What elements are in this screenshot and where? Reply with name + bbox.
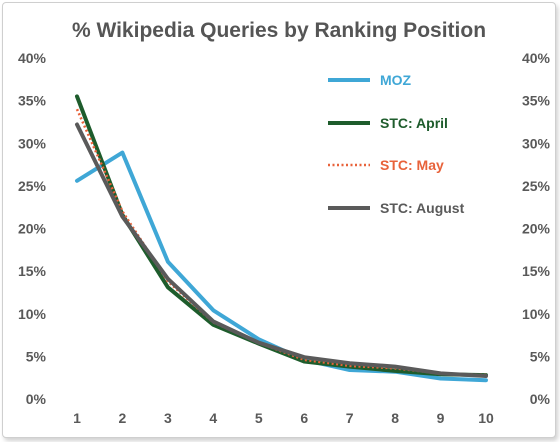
y-tick-label-right: 35%	[522, 93, 551, 109]
x-tick-label: 10	[478, 410, 494, 426]
x-tick-label: 3	[164, 410, 172, 426]
chart-title: % Wikipedia Queries by Ranking Position	[71, 19, 487, 42]
legend: MOZ STC: April STC: May STC: August	[328, 72, 465, 216]
x-axis: 1 2 3 4 5 6 7 8 9 10	[73, 410, 494, 426]
y-tick-label-left: 35%	[18, 93, 47, 109]
x-tick-label: 1	[73, 410, 81, 426]
y-tick-label-left: 25%	[18, 178, 47, 194]
x-tick-label: 2	[119, 410, 127, 426]
legend-label: MOZ	[380, 72, 412, 88]
x-tick-label: 4	[209, 410, 217, 426]
y-tick-label-left: 20%	[18, 221, 47, 237]
series-line-stc-april	[75, 94, 488, 378]
y-tick-label-right: 20%	[522, 221, 551, 237]
legend-label: STC: May	[380, 157, 444, 173]
y-tick-label-right: 30%	[522, 135, 551, 151]
x-tick-label: 8	[391, 410, 399, 426]
series-line-stc-august	[75, 122, 488, 378]
series-lines	[75, 94, 488, 383]
y-tick-label-right: 0%	[530, 391, 551, 407]
y-tick-label-right: 15%	[522, 263, 551, 279]
y-tick-label-right: 5%	[530, 348, 551, 364]
left-y-axis: 0% 5% 10% 15% 20% 25% 30% 35% 40%	[18, 50, 47, 407]
legend-label: STC: August	[380, 200, 465, 216]
right-y-axis: 0% 5% 10% 15% 20% 25% 30% 35% 40%	[522, 50, 551, 407]
x-tick-label: 5	[255, 410, 263, 426]
x-tick-label: 6	[300, 410, 308, 426]
y-tick-label-left: 15%	[18, 263, 47, 279]
chart-frame	[2, 2, 556, 438]
y-tick-label-left: 30%	[18, 135, 47, 151]
y-tick-label-left: 0%	[26, 391, 47, 407]
x-tick-label: 9	[437, 410, 445, 426]
y-tick-label-left: 40%	[18, 50, 47, 66]
series-line-moz	[75, 150, 488, 383]
x-tick-label: 7	[346, 410, 354, 426]
y-tick-label-right: 40%	[522, 50, 551, 66]
y-tick-label-left: 10%	[18, 306, 47, 322]
y-tick-label-right: 25%	[522, 178, 551, 194]
legend-label: STC: April	[380, 115, 448, 131]
y-tick-label-left: 5%	[26, 348, 47, 364]
y-tick-label-right: 10%	[522, 306, 551, 322]
